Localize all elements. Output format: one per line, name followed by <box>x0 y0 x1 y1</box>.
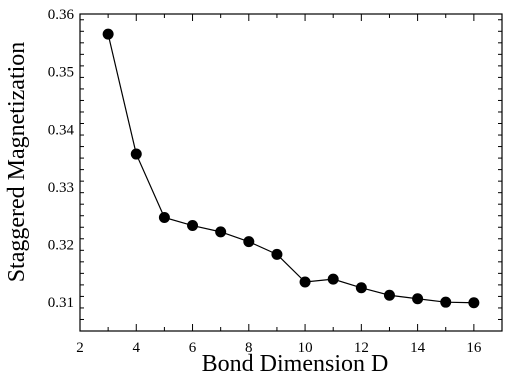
data-point <box>158 211 170 223</box>
x-tick-label: 14 <box>410 340 426 356</box>
x-tick-label: 10 <box>298 340 313 356</box>
y-tick-label: 0.36 <box>48 7 75 23</box>
data-point <box>468 297 480 309</box>
series-line-group <box>107 34 474 304</box>
y-tick-label: 0.35 <box>48 65 74 81</box>
data-point <box>243 236 255 248</box>
plot-border <box>79 13 503 332</box>
data-point <box>383 289 395 301</box>
y-tick-label: 0.34 <box>48 122 75 138</box>
x-tick-label: 2 <box>76 340 84 356</box>
data-point <box>440 296 452 308</box>
series-line <box>107 34 474 304</box>
data-point <box>102 28 114 40</box>
x-axis-ticks: 2 4 6 8 10 12 14 16 <box>76 14 503 356</box>
data-point <box>299 276 311 288</box>
x-tick-label: 4 <box>133 340 141 356</box>
x-tick-label: 16 <box>466 340 482 356</box>
plot-frame <box>79 13 503 332</box>
y-tick-label: 0.32 <box>48 238 74 254</box>
y-tick-label: 0.31 <box>48 295 74 311</box>
y-tick-label: 0.33 <box>48 180 74 196</box>
data-point <box>187 220 199 232</box>
series-points-group <box>102 28 480 309</box>
data-point <box>215 226 227 238</box>
data-point <box>412 293 424 305</box>
y-axis-title: Staggered Magnetization <box>4 42 30 283</box>
x-tick-label: 6 <box>189 340 197 356</box>
data-point <box>327 273 339 285</box>
data-point <box>271 248 283 260</box>
x-tick-label: 12 <box>354 340 369 356</box>
x-tick-label: 8 <box>245 340 253 356</box>
data-point <box>130 148 142 160</box>
x-axis-title: Bond Dimension D <box>202 351 389 374</box>
y-axis-ticks: 0.31 0.32 0.33 0.34 0.35 0.36 <box>48 7 502 332</box>
data-point <box>355 282 367 294</box>
